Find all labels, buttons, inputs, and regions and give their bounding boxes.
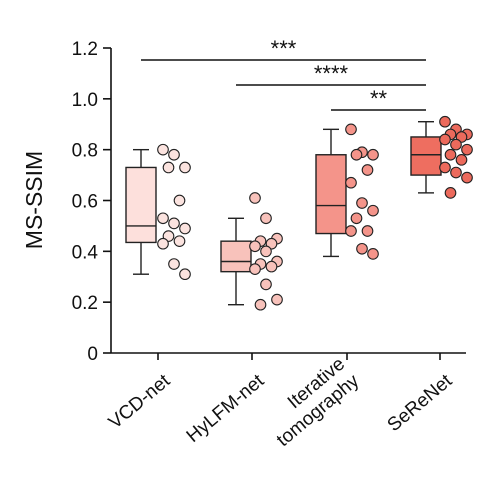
data-point — [157, 143, 169, 156]
data-point — [173, 235, 186, 248]
boxes-layer — [125, 121, 442, 306]
data-point — [271, 293, 283, 306]
data-point — [260, 278, 272, 291]
box-1 — [220, 217, 252, 306]
box-iqr — [410, 136, 442, 176]
x-tick-label-3: SeReNet — [384, 370, 457, 436]
y-tick-label: 0.2 — [72, 293, 98, 314]
y-tick-label: 0.4 — [72, 242, 99, 263]
y-tick-label: 0 — [87, 344, 98, 365]
data-point — [162, 161, 175, 174]
y-tick-label: 1.0 — [72, 90, 98, 111]
data-point — [461, 143, 473, 156]
y-ticks: 0 0.2 0.4 0.6 0.8 1.0 1.2 — [72, 39, 111, 365]
data-point — [168, 217, 180, 230]
data-point — [361, 225, 374, 237]
y-tick-label: 0.6 — [72, 192, 98, 213]
data-point — [260, 212, 272, 225]
data-point — [450, 138, 462, 151]
data-point — [173, 194, 186, 207]
data-point — [455, 153, 468, 166]
data-point — [179, 161, 191, 174]
data-point — [168, 148, 180, 161]
data-point — [367, 148, 379, 161]
box-0 — [125, 148, 157, 275]
data-point — [367, 204, 379, 217]
data-point — [254, 298, 267, 311]
x-tick-label-line: HyLFM-net — [183, 370, 269, 447]
data-point — [179, 222, 191, 235]
box-iqr — [315, 154, 347, 235]
data-point — [249, 192, 261, 204]
data-point — [345, 225, 357, 237]
data-point — [260, 245, 272, 258]
significance-bar-2: ** — [331, 86, 426, 111]
data-point — [439, 133, 451, 146]
significance-bar-0: *** — [141, 36, 426, 61]
x-tick-label-0: VCD-net — [105, 370, 175, 433]
data-point — [345, 176, 357, 189]
data-point — [350, 148, 363, 161]
data-point — [157, 212, 169, 225]
data-point — [450, 166, 462, 179]
data-point — [439, 115, 451, 128]
box-2 — [315, 128, 347, 258]
x-tick-label-line: SeReNet — [384, 370, 457, 436]
data-point — [444, 148, 457, 161]
data-point — [356, 242, 368, 255]
data-point — [356, 197, 368, 209]
box-iqr — [220, 240, 252, 273]
significance-label: **** — [314, 61, 349, 86]
box-iqr — [125, 166, 157, 244]
data-point — [345, 123, 357, 136]
y-tick-label: 0.8 — [72, 141, 98, 162]
significance-label: ** — [370, 86, 388, 111]
data-point — [249, 240, 261, 253]
data-point — [361, 164, 374, 176]
data-point — [439, 161, 451, 174]
data-point — [179, 268, 191, 281]
points-layer — [157, 115, 473, 311]
y-axis-label: MS-SSIM — [21, 151, 47, 249]
data-point — [444, 187, 457, 199]
box-3 — [410, 121, 442, 194]
significance-label: *** — [271, 36, 297, 61]
y-tick-label: 1.2 — [72, 39, 98, 60]
data-point — [367, 248, 379, 260]
x-tick-label-line: VCD-net — [105, 370, 175, 433]
x-tick-label-1: HyLFM-net — [183, 370, 269, 447]
data-point — [168, 258, 180, 270]
data-point — [265, 260, 278, 273]
data-point — [157, 237, 169, 250]
significance-layer: ********* — [141, 36, 426, 111]
data-point — [350, 212, 363, 225]
data-point — [461, 171, 473, 184]
significance-bar-1: **** — [236, 61, 426, 86]
data-point — [249, 263, 261, 275]
